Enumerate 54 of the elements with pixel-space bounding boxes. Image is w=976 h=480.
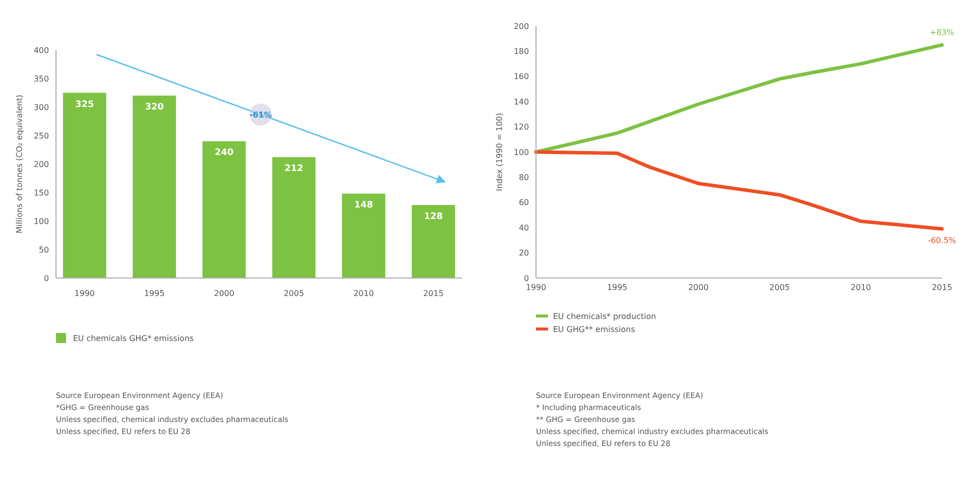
x-tick-label: 2015 <box>932 283 952 292</box>
bar <box>132 96 176 278</box>
x-tick-label: 2010 <box>850 283 871 292</box>
y-tick-label: 140 <box>514 97 529 106</box>
y-tick-label: 350 <box>34 74 49 84</box>
data-label: 325 <box>75 100 94 110</box>
x-tick-label: 2015 <box>423 289 444 298</box>
x-tick-label: 1990 <box>74 289 95 298</box>
y-tick-label: 100 <box>34 216 49 226</box>
legend-label: EU chemicals GHG* emissions <box>73 334 194 343</box>
y-axis-title: Index (1990 = 100) <box>495 112 504 192</box>
bar <box>412 205 456 278</box>
data-label: 148 <box>354 200 374 211</box>
y-tick-label: 160 <box>514 72 529 82</box>
y-tick-label: 0 <box>44 274 49 283</box>
data-label: 320 <box>144 102 164 113</box>
x-tick-label: 2005 <box>769 283 790 292</box>
legend-label: EU GHG** emissions <box>553 324 636 334</box>
data-label: 240 <box>214 148 234 158</box>
line-series <box>534 150 944 231</box>
y-tick-label: 400 <box>34 46 49 55</box>
y-tick-label: 60 <box>518 198 529 208</box>
legend-label: EU chemicals* production <box>553 312 656 321</box>
x-tick-label: 2005 <box>284 289 304 298</box>
y-tick-label: 150 <box>34 188 49 198</box>
y-tick-label: 80 <box>518 173 529 182</box>
x-tick-label: 1995 <box>607 283 628 292</box>
y-tick-label: 100 <box>514 148 529 157</box>
y-tick-label: 0 <box>524 274 529 283</box>
y-tick-label: 180 <box>514 47 529 56</box>
annotation: -61% <box>249 110 272 120</box>
annotation: -60.5% <box>928 236 957 245</box>
y-tick-label: 200 <box>514 22 529 31</box>
y-tick-label: 200 <box>34 160 49 169</box>
y-tick-label: 250 <box>34 131 49 140</box>
line-series <box>534 43 944 154</box>
bar <box>272 157 316 278</box>
x-tick-label: 1995 <box>144 289 165 298</box>
y-axis-title: Millions of tonnes (CO₂ equivalent) <box>15 94 24 234</box>
y-tick-label: 50 <box>38 245 49 254</box>
y-tick-label: 120 <box>514 122 529 132</box>
data-label: 128 <box>424 212 443 222</box>
x-tick-label: 2000 <box>688 283 709 292</box>
bar <box>342 194 386 278</box>
y-tick-label: 300 <box>34 102 49 112</box>
data-label: 212 <box>284 164 304 174</box>
bar <box>62 92 106 278</box>
x-tick-label: 1990 <box>526 283 546 292</box>
x-tick-label: 2010 <box>353 289 374 298</box>
annotation: +83% <box>930 28 955 37</box>
y-tick-label: 20 <box>518 248 529 258</box>
x-tick-label: 2000 <box>214 289 234 298</box>
bar <box>202 141 246 278</box>
y-tick-label: 40 <box>518 223 529 232</box>
